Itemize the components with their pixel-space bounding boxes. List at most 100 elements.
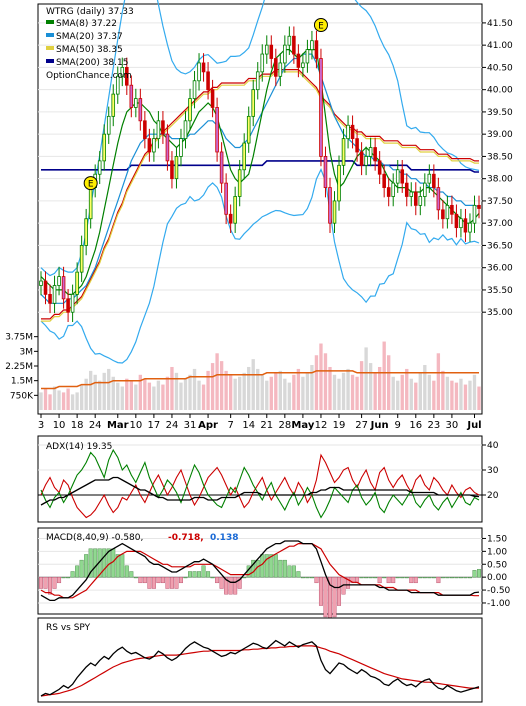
adx-panel-frame [37,435,483,523]
candle-body [287,35,292,46]
macd-histogram-bar [183,576,188,579]
volume-bar [43,388,48,410]
x-tick-label: 10 [129,420,142,431]
earnings-marker [313,18,328,32]
volume-y-tick-label: 3M [20,347,34,357]
candle-body [66,298,70,313]
volume-bar [409,378,413,410]
volume-bar [468,380,472,410]
volume-bar [156,380,161,410]
candle-body [373,147,377,162]
price-y-axis: 41.50 41.00 40.50 40.00 39.50 39.00 38.50 38.00… [482,19,513,318]
volume-bar [463,384,468,410]
candle [400,159,405,193]
candle-body [314,40,319,59]
macd-histogram-bar [395,576,400,579]
volume-bar [377,366,382,410]
volume-bar [57,390,61,410]
candle-body [70,293,75,313]
volume-bar [450,380,454,410]
candle-body [129,84,134,108]
macd-histogram-bar [215,576,220,584]
candle [264,35,269,64]
volume-bar [314,355,319,410]
candle [445,195,450,229]
candle-body [341,138,346,166]
macd-histogram-bar [237,576,242,589]
candle [75,262,79,305]
candle [427,164,432,193]
volume-bar [423,365,427,410]
macd-histogram [39,548,481,623]
x-tick-label: 3 [38,420,44,431]
x-tick-label: 12 [315,420,328,431]
candle [210,79,215,118]
candle-body [472,204,477,224]
volume-bar [260,374,264,410]
candle [368,137,373,167]
volume-bar [427,374,432,410]
candle [192,70,197,109]
macd-histogram-bar [242,576,247,579]
macd-histogram-bar [305,576,310,579]
minus-di-line [40,453,480,519]
candle-body [359,151,364,166]
candle-body [450,204,454,215]
candle [350,115,355,149]
x-tick-label: 19 [333,420,346,431]
adx-y-tick-label: 20 [487,491,499,501]
x-tick-label: 17 [148,420,161,431]
candle [382,164,386,198]
candle [84,208,88,256]
volume-bar [368,363,373,410]
candle [165,124,170,171]
candle-body [75,271,79,295]
candle [391,173,395,207]
macd-histogram-bar [463,576,468,579]
macd-histogram-bar [377,576,382,584]
sma50-line [41,71,479,322]
legend-sma50: SMA(50) 38.35 [56,45,123,55]
volume-bar [441,370,445,410]
macd-histogram-bar [431,576,436,579]
volume-bar [75,392,79,410]
rs-panel: RS vs SPY [37,617,483,703]
macd-histogram-bar [364,576,369,579]
candle [292,26,296,64]
candle-body [179,138,183,157]
volume-bar [134,384,138,410]
legend-swatch-sma50 [46,46,54,50]
volume-bar [256,368,260,410]
candle-body [106,115,111,135]
candle-body [296,53,301,68]
volume-bar [215,353,219,410]
macd-histogram-bar [66,576,71,579]
price-y-tick-label: 40.00 [487,86,513,96]
adx-title: ADX(14) 19.35 [46,442,112,452]
volume-bar [283,378,287,410]
macd-histogram-bar [43,576,48,589]
macd-histogram-bar [400,576,405,579]
legend-sma200: SMA(200) 38.15 [56,58,128,68]
sma200-line [41,160,479,173]
volume-bar [359,361,364,410]
candle [228,204,233,233]
macd-histogram-bar [129,571,134,578]
volume-bar [183,378,188,410]
candle [468,213,472,242]
x-tick-label: 14 [242,420,255,431]
bollinger-lower-band [40,167,480,364]
macd-histogram-bar [472,570,477,578]
macd-y-tick-label: 1.00 [487,547,507,557]
candle [359,142,364,176]
plus-di-line [40,448,480,519]
rs-title: RS vs SPY [46,623,91,633]
candle-body [323,156,328,188]
candle-body [97,160,102,175]
price-y-tick-label: 37.00 [487,219,513,229]
candle-body [264,44,269,55]
macd-y-tick-label: 0.00 [487,573,507,583]
macd-line [40,540,480,602]
volume-bar [161,384,165,410]
volume-bar [170,366,174,410]
